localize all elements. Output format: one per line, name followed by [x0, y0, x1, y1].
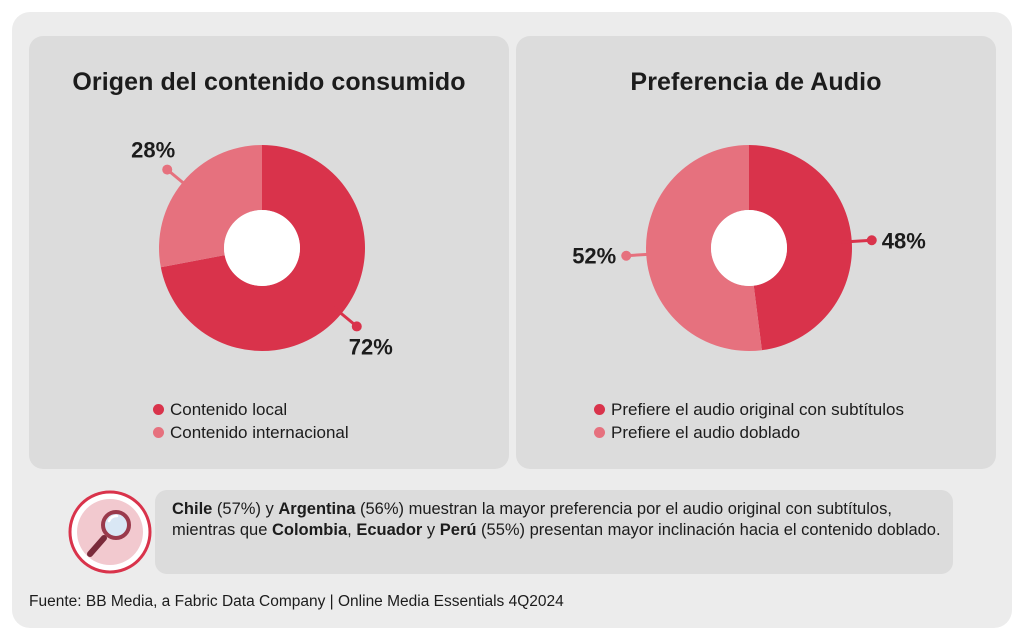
- data-label: 48%: [882, 228, 926, 253]
- insight-text: Chile (57%) y Argentina (56%) muestran l…: [172, 499, 942, 541]
- leader-line: [841, 238, 872, 244]
- chart-title: Preferencia de Audio: [630, 68, 882, 96]
- data-label: 28%: [131, 138, 175, 163]
- legend-item-original: Prefiere el audio original con subtítulo…: [594, 400, 904, 420]
- legend-label: Prefiere el audio original con subtítulo…: [611, 400, 904, 419]
- legend-label: Contenido local: [170, 400, 288, 419]
- note-segment: y: [422, 521, 440, 539]
- note-segment: (56%) muestran la mayor preferencia por …: [172, 500, 892, 539]
- legend-label: Contenido internacional: [170, 423, 349, 442]
- insight-note: Chile (57%) y Argentina (56%) muestran l…: [155, 490, 953, 574]
- note-segment: (55%) presentan mayor inclinación hacia …: [476, 521, 941, 539]
- donut-hole: [711, 210, 787, 286]
- highlight-country: Argentina: [278, 500, 356, 518]
- donut-chart-audio: 48% 52%: [572, 145, 926, 351]
- legend-item-internacional: Contenido internacional: [153, 423, 349, 443]
- highlight-country: Ecuador: [356, 521, 423, 539]
- legend-item-local: Contenido local: [153, 400, 287, 420]
- highlight-country: Colombia: [271, 521, 348, 539]
- magnifier-icon: [68, 490, 152, 574]
- legend-swatch: [153, 427, 164, 438]
- highlight-country: Perú: [439, 521, 477, 539]
- leader-line: [332, 306, 358, 328]
- source-footnote: Fuente: BB Media, a Fabric Data Company …: [29, 593, 564, 610]
- donut-hole: [224, 210, 300, 286]
- highlight-country: Chile: [172, 500, 213, 518]
- donut-slice-primary: [160, 145, 366, 352]
- leader-dot: [162, 164, 173, 175]
- leader-dot: [866, 235, 877, 246]
- data-label: 72%: [349, 334, 393, 359]
- chart-panel-origen: Origen del contenido consumido 72% 28% Co…: [29, 36, 509, 469]
- chart-title: Origen del contenido consumido: [72, 68, 466, 96]
- leader-line: [166, 168, 192, 190]
- data-label: 52%: [572, 244, 616, 269]
- note-segment: ,: [347, 521, 357, 539]
- legend-swatch: [153, 404, 164, 415]
- legend-item-doblado: Prefiere el audio doblado: [594, 423, 800, 443]
- chart-panel-audio: Preferencia de Audio 48% 52% Prefiere el …: [516, 36, 996, 469]
- donut-slice-secondary: [159, 145, 262, 268]
- legend-swatch: [594, 427, 605, 438]
- leader-dot: [621, 250, 632, 261]
- legend-swatch: [594, 404, 605, 415]
- donut-slice-secondary: [646, 145, 762, 351]
- leader-dot: [351, 321, 362, 332]
- leader-line: [626, 252, 657, 258]
- donut-chart-origen: 72% 28%: [131, 138, 393, 360]
- legend-label: Prefiere el audio doblado: [611, 423, 801, 442]
- note-segment: (57%) y: [212, 500, 279, 518]
- donut-slice-primary: [749, 145, 852, 351]
